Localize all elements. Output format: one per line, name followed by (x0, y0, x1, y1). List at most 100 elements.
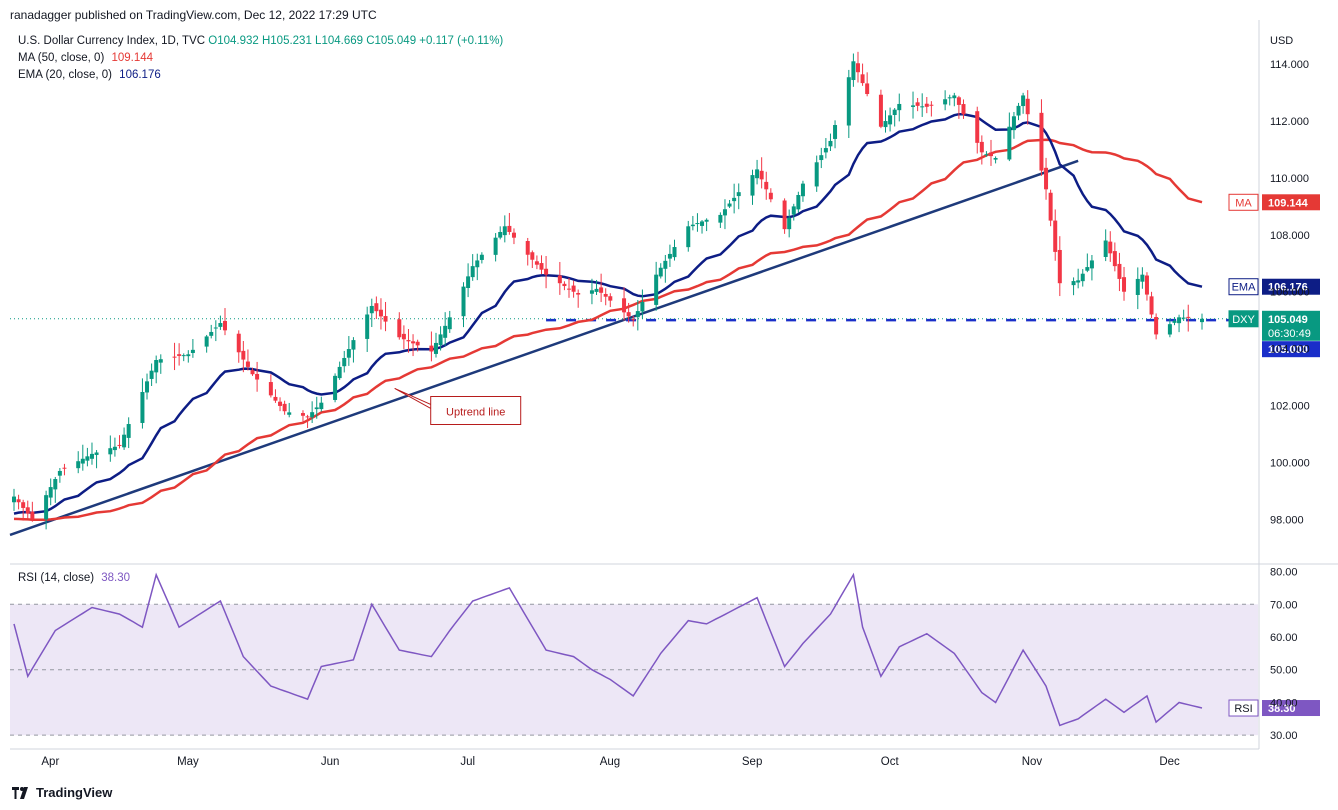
time-tick-label: Dec (1159, 756, 1180, 768)
candle-body (1103, 240, 1108, 257)
low-value: L104.669 (315, 35, 364, 47)
trendline-layer (9, 159, 1258, 537)
candle-body (145, 381, 150, 393)
candle-body (53, 479, 58, 490)
time-tick-label: Jun (321, 756, 340, 768)
candle-body (695, 223, 700, 225)
candle-body (314, 407, 319, 410)
candle-body (94, 452, 99, 455)
candle-body (690, 224, 695, 227)
candle-body (310, 412, 315, 418)
candle-body (1048, 192, 1053, 221)
badge-value-box (1262, 194, 1320, 211)
candle-body (502, 226, 507, 236)
candle-body (218, 323, 223, 327)
candles-layer (12, 51, 1204, 530)
time-tick-label: Nov (1022, 756, 1043, 768)
candle-body (401, 333, 406, 340)
candle-body (828, 140, 833, 147)
annotation-callout (394, 388, 522, 425)
rsi-legend: RSI (14, close) 38.30 (18, 572, 130, 584)
candle-body (190, 349, 195, 353)
candle-body (429, 345, 434, 352)
candle-body (626, 312, 631, 317)
candle-body (956, 97, 961, 105)
time-tick-label: Jul (460, 756, 475, 768)
candle-body (204, 336, 209, 347)
candle-body (172, 356, 177, 358)
candle-body (319, 402, 324, 410)
candle-body (722, 209, 727, 216)
candle-body (562, 283, 567, 287)
time-tick-label: Oct (881, 756, 900, 768)
candle-body (493, 237, 498, 255)
candle-body (1007, 126, 1012, 160)
price-tick-label: 112.000 (1270, 116, 1309, 128)
candle-body (654, 274, 659, 305)
candle-body (993, 158, 998, 160)
candle-body (1117, 263, 1122, 279)
candle-body (273, 396, 278, 401)
footer-brand-label: TradingView (36, 785, 113, 800)
candle-body (1021, 95, 1026, 107)
candle-body (383, 316, 388, 322)
ema-value: 106.176 (119, 69, 161, 81)
candle-body (1011, 116, 1016, 131)
candle-body (433, 342, 438, 354)
footer-brand[interactable]: TradingView (12, 785, 112, 800)
candle-body (663, 260, 668, 269)
candle-body (507, 225, 512, 232)
candle-body (768, 192, 773, 200)
rsi-line (13, 572, 1203, 727)
candle-body (599, 287, 604, 293)
candle-body (108, 448, 113, 455)
candle-body (282, 403, 287, 412)
candle-body (814, 162, 819, 187)
candle-body (750, 175, 755, 196)
candle-body (622, 298, 627, 313)
candle-body (1172, 320, 1177, 323)
candle-body (947, 97, 952, 99)
symbol-label: U.S. Dollar Currency Index, 1D, TVC (18, 35, 206, 47)
candle-body (369, 305, 374, 314)
candle-body (915, 102, 920, 106)
candle-body (1186, 316, 1191, 318)
candle-body (122, 434, 127, 448)
badge-value-box (1262, 278, 1320, 295)
candle-body (759, 170, 764, 180)
candle-body (241, 350, 246, 360)
candle-body (855, 63, 860, 73)
candle-body (1039, 112, 1044, 171)
close-value: C105.049 (366, 35, 417, 47)
candle-body (800, 183, 805, 197)
badge-name: MA (1235, 197, 1252, 209)
candle-body (287, 412, 292, 415)
candle-body (658, 267, 663, 277)
candle-body (1181, 317, 1186, 319)
tradingview-logo-icon (12, 786, 28, 799)
price-tick-label: 108.000 (1270, 230, 1310, 242)
rsi-label: RSI (14, close) (18, 572, 95, 584)
candle-body (686, 226, 691, 248)
candle-body (62, 467, 67, 469)
candle-body (961, 104, 966, 115)
price-tick-label: 106.000 (1270, 287, 1310, 299)
candle-body (892, 109, 897, 115)
candle-body (48, 487, 53, 498)
candle-body (975, 111, 980, 143)
candle-body (16, 499, 21, 503)
candle-body (461, 286, 466, 317)
candle-body (250, 370, 255, 375)
candle-body (1144, 275, 1149, 295)
candle-body (1053, 220, 1058, 252)
candle-body (346, 349, 351, 358)
rsi-tick-label: 60.00 (1270, 632, 1298, 644)
uptrend-line (9, 159, 1079, 537)
candle-body (397, 319, 402, 338)
change-value: +0.117 (+0.11%) (419, 35, 504, 47)
rsi-badge-value: 38.30 (1268, 703, 1296, 715)
price-tick-label: 98.000 (1270, 514, 1304, 526)
candle-body (929, 104, 934, 106)
ma-value: 109.144 (111, 52, 154, 64)
